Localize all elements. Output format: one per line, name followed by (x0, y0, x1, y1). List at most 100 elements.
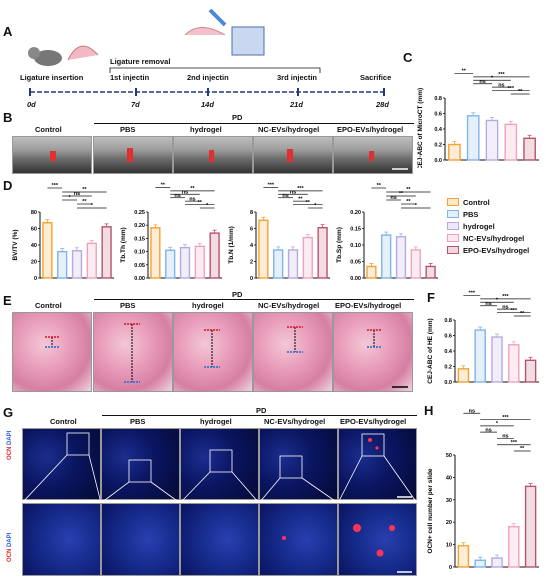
significance-label: * (69, 195, 72, 201)
day-label: 21d (290, 100, 303, 109)
y-tick-label: 0.00 (350, 276, 361, 282)
y-tick-label: 0 (449, 565, 452, 571)
bar (71, 250, 83, 279)
group-label-hydrogel: hydrogel (192, 301, 224, 310)
y-tick-label: 10 (446, 543, 452, 549)
gum-icon (67, 45, 99, 61)
fluorescence-zoom-nc (259, 503, 338, 576)
significance-label: ** (406, 199, 411, 205)
dapi-stain-label: DAPI (7, 430, 13, 445)
significance-label: ** (520, 311, 525, 317)
bar (395, 236, 407, 279)
y-tick-label: 0.2 (444, 365, 452, 371)
dapi-stain-label: DAPI (7, 532, 13, 547)
group-label-control: Control (50, 417, 77, 426)
syringe-icon (208, 8, 227, 27)
bar (57, 250, 68, 279)
legend-swatch (447, 198, 459, 206)
y-tick-label: 8 (250, 210, 253, 216)
bar (42, 222, 53, 279)
legend-swatch (447, 222, 459, 230)
bar (273, 249, 284, 279)
significance-label: ** (377, 183, 382, 189)
fluorescence-zoom-control (22, 503, 101, 576)
bar (302, 236, 313, 279)
bar (457, 368, 470, 383)
significance-label: *** (498, 72, 505, 78)
group-label-pbs: PBS (120, 125, 136, 134)
bar (317, 226, 328, 279)
pd-label: PD (232, 290, 243, 299)
bar (474, 329, 486, 383)
significance-label: ns (390, 195, 396, 201)
significance-label: *** (511, 308, 518, 314)
significance-label: ** (406, 187, 411, 193)
pd-label: PD (256, 406, 267, 415)
ocn-stain-label: OCN (7, 548, 13, 562)
legend-item: EPO-EVs/hydrogel (447, 244, 529, 256)
y-tick-label: 2 (250, 260, 253, 266)
sacrifice-label: Sacrifice (360, 73, 392, 82)
significance-label: ** (399, 191, 404, 197)
y-tick-label: 4 (250, 243, 254, 249)
bar (491, 336, 503, 383)
significance-label: ns (290, 189, 296, 195)
y-tick-label: 0.2 (434, 143, 442, 149)
y-tick-label: 0.4 (434, 127, 443, 133)
legend: Control PBS hydrogel NC-EVs/hydrogel EPO… (447, 196, 529, 256)
he-image-hydrogel (173, 312, 253, 392)
legend-item: PBS (447, 208, 529, 220)
y-tick-label: 20 (31, 260, 37, 266)
legend-swatch (447, 210, 459, 218)
y-tick-label: 0.20 (350, 210, 361, 216)
group-label-epo: EPO-EVs/hydrogel (335, 301, 402, 310)
bar (485, 119, 499, 161)
y-tick-label: 0.05 (350, 260, 361, 266)
bar (209, 232, 220, 279)
bar (101, 226, 112, 279)
significance-label: *** (297, 186, 304, 192)
significance-label: ns (189, 196, 195, 202)
significance-label: ns (498, 82, 504, 88)
significance-label: ns (479, 79, 485, 85)
legend-item: hydrogel (447, 220, 529, 232)
bar (457, 545, 470, 568)
chart-cej-abc-microct: CEJ-ABC of MicroCT (mm) 0.00.20.40.60.8**… (417, 69, 539, 168)
hydrogel-icon (231, 26, 265, 56)
significance-label: * (491, 75, 494, 81)
y-tick-label: 30 (446, 498, 452, 504)
fluorescence-image-pbs (101, 428, 180, 500)
significance-label: *** (502, 294, 509, 300)
y-tick-label: 0.05 (134, 263, 145, 269)
he-image-control (12, 312, 92, 392)
bar (150, 227, 161, 279)
bar (381, 234, 392, 279)
microct-overlay (50, 148, 408, 170)
significance-label: *** (268, 183, 275, 189)
significance-label: * (314, 203, 317, 209)
chart-cej-abc-he: CEJ-ABC of HE (mm) 0.00.20.40.60.8*******… (427, 291, 539, 386)
y-tick-label: 0.6 (444, 334, 452, 340)
significance-label: ns (282, 193, 288, 199)
ligature-removal-label: Ligature removal (110, 57, 171, 66)
chart-tb-sp: Tb.Sp (mm)0.000.050.100.150.20******ns**… (336, 183, 438, 282)
significance-label: *** (508, 86, 515, 92)
significance-label: ** (306, 200, 311, 206)
fluorescence-image-epo (338, 428, 417, 500)
injection1-label: 1st injectin (110, 73, 150, 82)
bar (524, 359, 537, 383)
panel-label-g: G (3, 405, 14, 420)
he-overlay (45, 323, 408, 388)
y-tick-label: 0.15 (134, 236, 145, 242)
y-axis-label: BV/TV (%) (12, 229, 19, 260)
y-tick-label: 0 (250, 276, 253, 282)
panel-label-f: F (427, 290, 435, 305)
bar (504, 123, 518, 161)
significance-label: ns (74, 191, 80, 197)
significance-label: ** (298, 196, 303, 202)
y-tick-label: 0.6 (434, 112, 442, 118)
y-axis-label: Tb.Sp (mm) (336, 227, 343, 263)
y-tick-label: 0.8 (444, 318, 452, 324)
significance-label: *** (469, 291, 476, 297)
